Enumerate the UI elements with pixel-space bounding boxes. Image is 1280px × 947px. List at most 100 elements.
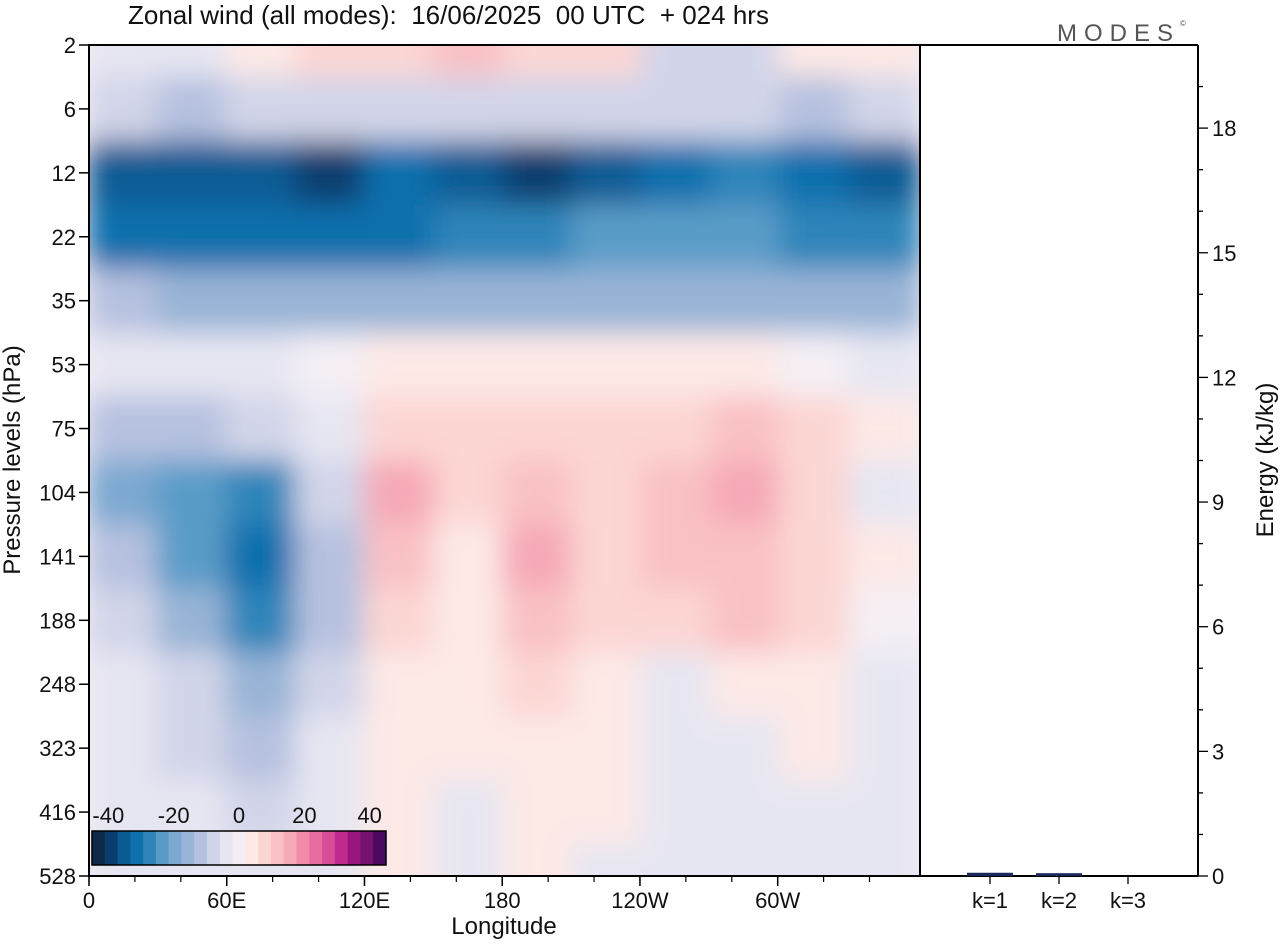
heatmap-cell <box>294 332 368 398</box>
heatmap-cell <box>225 76 299 142</box>
heatmap-cell <box>848 332 920 398</box>
colorbar-swatch <box>258 831 272 865</box>
heatmap-cell <box>848 268 920 334</box>
x-axis-label: Longitude <box>451 913 556 940</box>
heatmap-cell <box>710 652 784 718</box>
heatmap-cell <box>848 396 920 462</box>
heatmap-cell <box>364 204 438 270</box>
y-tick-label: 2 <box>64 33 76 58</box>
heatmap-cell <box>502 268 576 334</box>
colorbar-swatch <box>296 831 310 865</box>
plot-frame <box>88 44 921 877</box>
colorbar-tick-label: -40 <box>92 803 124 828</box>
heatmap-cell <box>294 396 368 462</box>
heatmap-cell <box>156 396 230 462</box>
heatmap-cell <box>89 76 161 142</box>
heatmap-cell <box>571 588 645 654</box>
heatmap-cell <box>571 396 645 462</box>
colorbar-swatch <box>322 831 336 865</box>
colorbar-swatch <box>232 831 246 865</box>
heatmap-cell <box>779 268 853 334</box>
heatmap-cell <box>641 268 715 334</box>
y-tick-label: 22 <box>52 225 76 250</box>
heatmap-cell <box>294 652 368 718</box>
y-tick-label: 528 <box>39 864 76 889</box>
heatmap-cell <box>89 716 161 782</box>
heatmap-cell <box>294 204 368 270</box>
heatmap-cell <box>433 204 507 270</box>
heatmap-cell <box>433 396 507 462</box>
heatmap-cell <box>433 460 507 526</box>
colorbar-swatch <box>360 831 374 865</box>
heatmap-cell <box>364 140 438 206</box>
heatmap-cell <box>502 396 576 462</box>
heatmap-cell <box>294 588 368 654</box>
heatmap-cell <box>710 268 784 334</box>
heatmap-cell <box>779 140 853 206</box>
heatmap-cell <box>294 45 368 78</box>
heatmap-cell <box>502 716 576 782</box>
heatmap-cell <box>225 332 299 398</box>
heatmap-cell <box>225 588 299 654</box>
bar-category-label: k=3 <box>1110 888 1146 913</box>
heatmap-cell <box>710 844 784 876</box>
x-tick-label: 120W <box>611 888 669 913</box>
heatmap-cell <box>779 204 853 270</box>
colorbar-swatch <box>168 831 182 865</box>
heatmap-cell <box>433 140 507 206</box>
energy-tick-label: 6 <box>1212 615 1224 640</box>
heatmap-cell <box>502 588 576 654</box>
heatmap-cell <box>156 716 230 782</box>
heatmap-cell <box>364 45 438 78</box>
heatmap-cell <box>89 524 161 590</box>
heatmap-cell <box>294 460 368 526</box>
heatmap-cell <box>89 460 161 526</box>
heatmap-cell <box>710 332 784 398</box>
colorbar-tick-label: 40 <box>357 803 381 828</box>
y-tick-label: 323 <box>39 736 76 761</box>
heatmap-cell <box>848 204 920 270</box>
energy-tick-label: 12 <box>1212 365 1236 390</box>
heatmap-cell <box>433 844 507 876</box>
heatmap-cell <box>502 45 576 78</box>
x-tick-label: 60W <box>755 888 800 913</box>
heatmap-cell <box>641 332 715 398</box>
colorbar-frame <box>91 830 387 866</box>
heatmap-cell <box>779 76 853 142</box>
colorbar-swatch <box>92 831 106 865</box>
heatmap-cell <box>710 76 784 142</box>
heatmap-cell <box>779 524 853 590</box>
heatmap-cell <box>156 652 230 718</box>
heatmap-cell <box>433 332 507 398</box>
heatmap-cell <box>156 332 230 398</box>
heatmap-cell <box>502 140 576 206</box>
heatmap-cell <box>571 844 645 876</box>
heatmap-cell <box>225 204 299 270</box>
heatmap-cell <box>710 460 784 526</box>
heatmap-cell <box>89 396 161 462</box>
colorbar-swatch <box>194 831 208 865</box>
heatmap-cell <box>225 268 299 334</box>
heatmap-cell <box>502 524 576 590</box>
heatmap-cell <box>364 332 438 398</box>
colorbar-swatch <box>181 831 195 865</box>
heatmap-cell <box>294 716 368 782</box>
heatmap-cell <box>641 140 715 206</box>
heatmap-cell <box>225 45 299 78</box>
heatmap-cell <box>225 396 299 462</box>
heatmap-cell <box>89 45 161 78</box>
heatmap-cell <box>364 76 438 142</box>
heatmap-cell <box>433 652 507 718</box>
y-tick-label: 75 <box>52 417 76 442</box>
heatmap-cell <box>641 524 715 590</box>
heatmap-cell <box>571 140 645 206</box>
heatmap-cell <box>502 460 576 526</box>
y-tick-label: 188 <box>39 608 76 633</box>
colorbar: -40 -20 0 20 40 <box>91 803 387 866</box>
y-tick-label: 35 <box>52 289 76 314</box>
x-tick-label: 120E <box>339 888 390 913</box>
heatmap-cell <box>779 844 853 876</box>
colorbar-swatch <box>143 831 157 865</box>
heatmap-cell <box>571 76 645 142</box>
